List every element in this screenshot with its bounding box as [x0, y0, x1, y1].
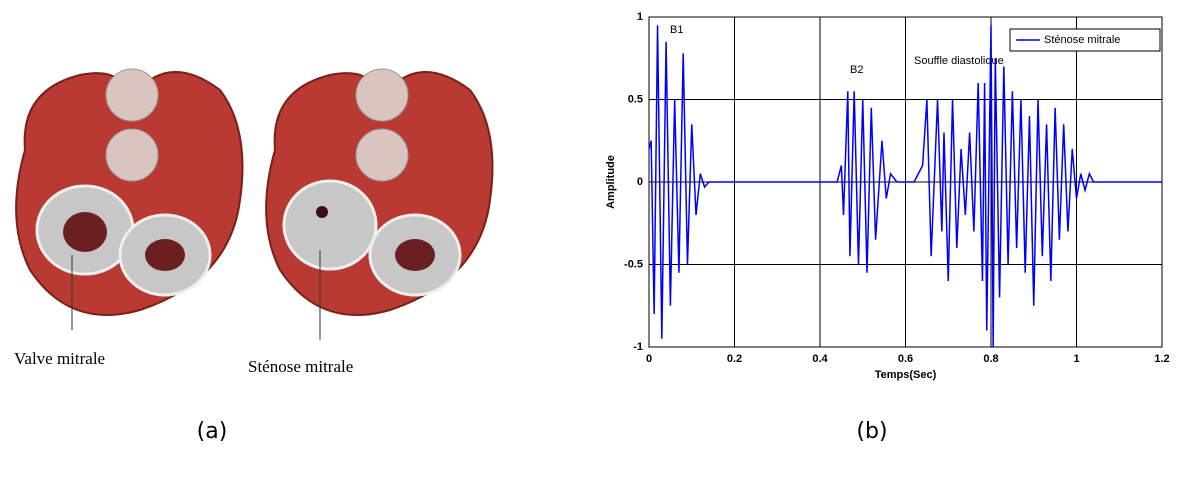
x-tick-label: 0: [646, 353, 652, 365]
series-line: [648, 25, 1162, 348]
x-tick-label: 1: [1073, 353, 1079, 365]
y-tick-label: -0.5: [624, 258, 643, 270]
x-tick-label: 0.6: [898, 353, 913, 365]
label: Valve mitrale: [14, 349, 105, 368]
x-tick-label: 0.2: [727, 353, 742, 365]
y-tick-label: -1: [633, 341, 643, 353]
legend-label: Sténose mitrale: [1044, 34, 1120, 46]
caption: (a): [197, 419, 228, 444]
label: Sténose mitrale: [248, 357, 353, 376]
x-tick-label: 1.2: [1154, 353, 1169, 365]
chart: -1 -0.5 0 0.5 1 0 0.2 0.4 0.6 0.8 1 1.2 Temps(Sec) Am…: [605, 11, 1170, 381]
annotation: B1: [670, 24, 683, 36]
heart-illustration-b: [265, 68, 494, 340]
x-tick-label: 0.4: [812, 353, 828, 365]
x-tick-label: 0.8: [983, 353, 998, 365]
y-tick-label: 1: [637, 11, 643, 23]
legend-box: [1009, 28, 1161, 52]
x-axis-label: Temps(Sec): [875, 369, 937, 381]
annotation: Souffle diastolique: [914, 55, 1004, 67]
y-tick-label: 0.5: [628, 93, 643, 105]
y-tick-label: 0: [637, 176, 643, 188]
heart-illustration-a: [15, 68, 244, 330]
caption: (b): [856, 419, 887, 444]
y-axis-label: Amplitude: [605, 155, 617, 209]
annotation: B2: [850, 64, 863, 76]
